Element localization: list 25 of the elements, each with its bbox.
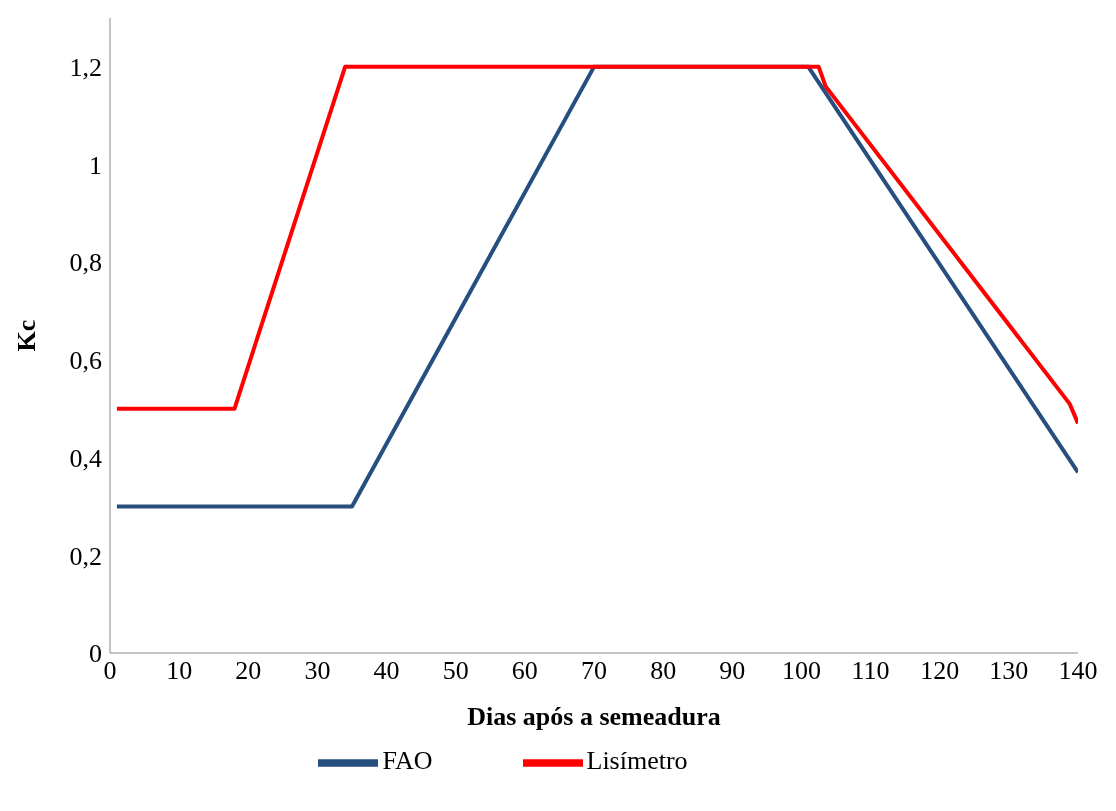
x-tick-label: 90: [719, 656, 746, 686]
x-tick-label: 80: [650, 656, 677, 686]
y-tick-label: 0,6: [69, 346, 102, 376]
line-series: [114, 64, 1078, 426]
y-axis-title: Kc: [12, 319, 42, 352]
x-tick-label: 130: [989, 656, 1029, 686]
x-tick-label: 10: [166, 656, 193, 686]
x-tick-label: 20: [235, 656, 262, 686]
x-tick-label: 50: [442, 656, 469, 686]
x-tick-label: 140: [1058, 656, 1098, 686]
y-tick-label: 0,4: [69, 443, 102, 473]
y-tick-label: 0,8: [69, 248, 102, 278]
x-tick-label: 40: [373, 656, 400, 686]
y-tick-label: 1: [89, 150, 102, 180]
y-tick-label: 1,2: [69, 53, 102, 83]
x-axis-title: Dias após a semeadura: [467, 702, 721, 731]
x-tick-label: 60: [511, 656, 538, 686]
legend-label: Lisímetro: [586, 745, 688, 775]
x-tick-label: 120: [920, 656, 960, 686]
legend-label: FAO: [382, 745, 433, 775]
x-tick-label: 70: [581, 656, 607, 686]
x-tick-label: 30: [304, 656, 331, 686]
x-tick-label: 110: [851, 656, 890, 686]
x-tick-label: 100: [781, 656, 821, 686]
y-tick-label: 0,2: [69, 541, 102, 571]
